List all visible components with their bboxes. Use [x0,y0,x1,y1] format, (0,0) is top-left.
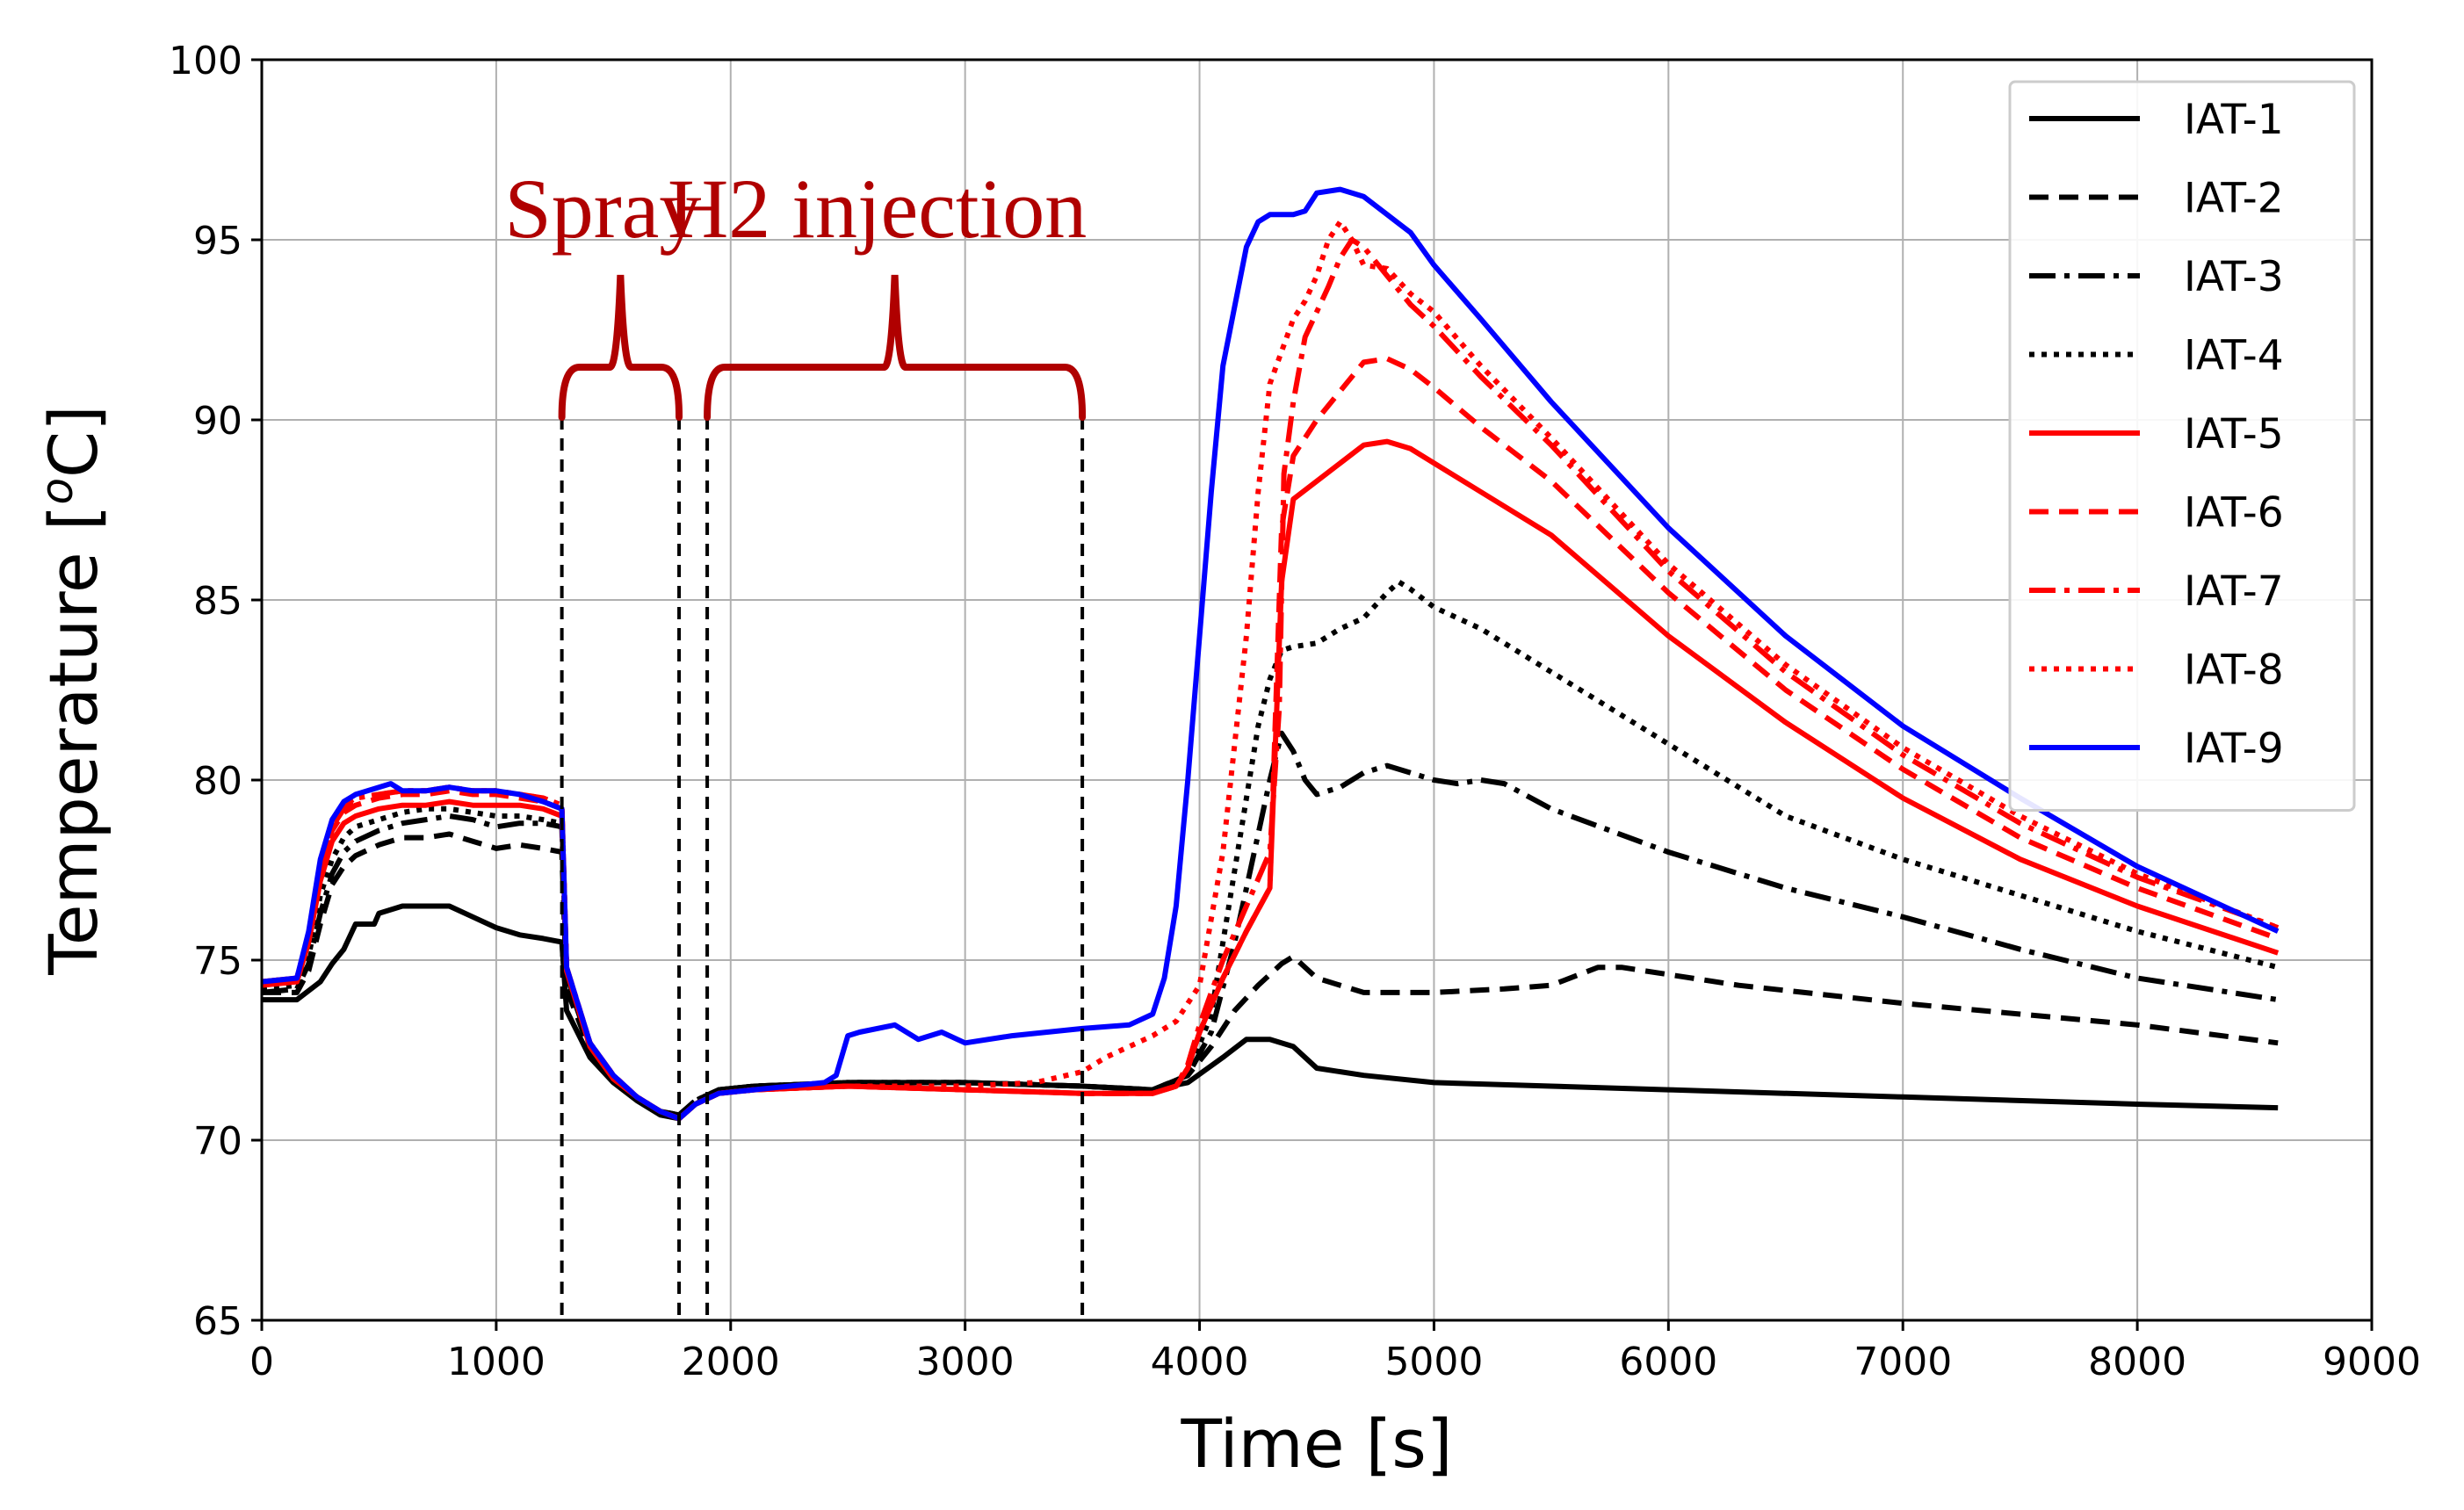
x-tick-label: 7000 [1853,1340,1952,1384]
plot-frame [260,58,2374,1322]
annotation-brace [704,274,1087,421]
y-tick-label: 95 [193,219,242,264]
legend: IAT-1 IAT-2 IAT-3 IAT-4 IAT-5 IAT-6 IAT-7 IAT-8… [2008,80,2356,812]
annotation-label-h2-injection: H2 injection [668,162,1087,256]
y-tick-label: 80 [193,759,242,804]
legend-label-iat-2: IAT-2 [2184,175,2284,223]
y-axis-title-sup: o [32,478,83,505]
annotation-brace [558,274,683,421]
axis-ticks: 0 1000 2000 3000 4000 5000 6000 7000 8000 9000 65 7… [169,39,2421,1384]
legend-label-iat-1: IAT-1 [2184,96,2284,144]
x-tick-label: 6000 [1619,1340,1717,1384]
series-lines [261,186,2280,1122]
y-tick-label: 75 [193,939,242,984]
legend-label-iat-9: IAT-9 [2184,725,2284,773]
x-tick-label: 2000 [682,1340,780,1384]
annotation-label-spray: Spray [504,162,701,256]
x-tick-label: 9000 [2323,1340,2421,1384]
x-axis-title: Time [s] [1180,1405,1452,1483]
legend-box [2008,80,2356,812]
y-tick-label: 100 [169,39,242,83]
legend-label-iat-6: IAT-6 [2184,489,2284,538]
y-axis-title-suffix: C] [34,405,112,478]
x-tick-label: 1000 [447,1340,546,1384]
y-axis-title-prefix: Temperature [ [34,505,112,976]
legend-label-iat-5: IAT-5 [2184,410,2284,459]
x-tick-label: 0 [249,1340,274,1384]
series-line-iat-1 [262,903,2279,1122]
x-tick-label: 3000 [916,1340,1015,1384]
y-tick-label: 90 [193,399,242,444]
x-tick-label: 5000 [1384,1340,1483,1384]
x-tick-label: 8000 [2088,1340,2186,1384]
legend-label-iat-3: IAT-3 [2184,253,2284,301]
y-tick-label: 70 [193,1119,242,1164]
y-axis-title: Temperature [oC] [32,405,112,976]
y-tick-label: 65 [193,1299,242,1344]
x-tick-label: 4000 [1151,1340,1249,1384]
legend-label-iat-8: IAT-8 [2184,647,2284,695]
legend-label-iat-7: IAT-7 [2184,567,2284,616]
series-line-iat-9 [261,186,2280,1122]
series-line-iat-3 [261,730,2279,1118]
legend-label-iat-4: IAT-4 [2184,332,2284,380]
y-tick-label: 85 [193,579,242,624]
